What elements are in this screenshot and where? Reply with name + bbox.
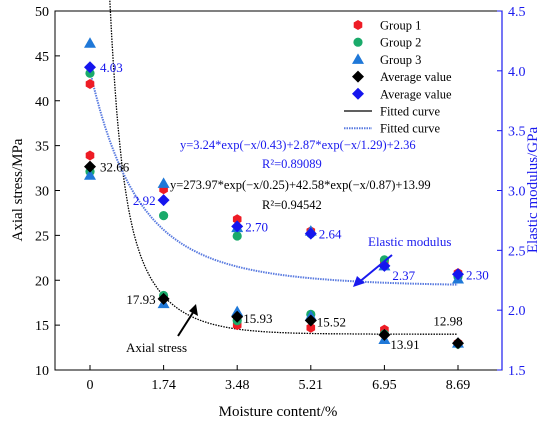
x-tick-label: 8.69 xyxy=(446,378,471,393)
modulus-arrowhead xyxy=(353,276,365,287)
modulus-group3-marker xyxy=(84,37,96,48)
x-axis-ticks: 0 1.74 3.48 5.21 6.95 8.69 xyxy=(87,365,471,393)
legend-diamond-swatch xyxy=(352,70,364,83)
modulus-average-marker xyxy=(157,194,170,207)
modulus-average-label: 2.64 xyxy=(319,227,342,242)
modulus-average-label: 2.37 xyxy=(392,268,415,283)
left-axis-title: Axial stress/MPa xyxy=(10,138,26,241)
left-tick-label: 45 xyxy=(35,50,49,65)
legend-label: Group 3 xyxy=(380,53,421,67)
stress-average-marker xyxy=(157,292,170,305)
modulus-fitted-curve xyxy=(89,70,458,286)
fitted-curves xyxy=(89,0,458,335)
right-axis-ticks: 1.5 2.0 2.5 3.0 3.5 4.0 4.5 xyxy=(497,5,526,379)
left-axis-ticks: 10 15 20 25 30 35 40 45 50 xyxy=(35,5,60,379)
right-tick-label: 4.0 xyxy=(508,65,526,80)
modulus-average-label: 2.92 xyxy=(133,193,156,208)
legend-hexagon-swatch xyxy=(353,20,363,30)
right-tick-label: 3.0 xyxy=(508,185,526,200)
modulus-average-label: 2.70 xyxy=(245,219,268,234)
stress-average-label: 17.93 xyxy=(126,292,155,307)
legend-label: Group 2 xyxy=(380,36,421,50)
stress-average-label: 13.91 xyxy=(390,337,419,352)
modulus-average-marker xyxy=(231,220,244,233)
x-tick-label: 5.21 xyxy=(299,378,324,393)
modulus-average-label: 4.03 xyxy=(100,60,123,75)
left-tick-label: 25 xyxy=(35,229,49,244)
legend-label: Fitted curve xyxy=(380,105,441,119)
legend-triangle-swatch xyxy=(352,53,364,64)
stress-fit-r2: R²=0.94542 xyxy=(262,198,322,212)
x-tick-label: 3.48 xyxy=(225,378,250,393)
modulus-annotation-arrow xyxy=(357,254,393,284)
stress-fit-equation: y=273.97*exp(−x/0.25)+42.58*exp(−x/0.87)… xyxy=(170,178,431,192)
x-tick-label: 1.74 xyxy=(151,378,176,393)
stress-average-label: 32.66 xyxy=(100,160,130,175)
stress-average-label: 15.93 xyxy=(243,311,272,326)
stress-group3-marker xyxy=(84,169,96,180)
left-tick-label: 15 xyxy=(35,319,49,334)
legend-label: Average value xyxy=(380,70,452,84)
modulus-average-marker xyxy=(84,61,96,74)
stress-average-label: 12.98 xyxy=(433,313,462,328)
legend-diamond-swatch xyxy=(352,87,364,100)
modulus-annotation: Elastic modulus xyxy=(368,234,451,249)
legend-label: Fitted curve xyxy=(380,122,441,136)
modulus-average-marker xyxy=(452,268,464,281)
x-tick-label: 0 xyxy=(87,378,94,393)
legend-circle-swatch xyxy=(353,37,363,47)
left-tick-label: 40 xyxy=(35,95,49,110)
modulus-group2-marker xyxy=(232,231,242,241)
x-tick-label: 6.95 xyxy=(372,378,397,393)
stress-average-marker xyxy=(231,310,244,323)
stress-average-marker xyxy=(84,160,96,173)
left-tick-label: 10 xyxy=(35,364,49,379)
left-tick-label: 50 xyxy=(35,5,49,20)
modulus-group1-marker xyxy=(232,214,242,225)
stress-average-marker xyxy=(378,328,391,341)
legend-label: Average value xyxy=(380,87,452,101)
modulus-average-label: 2.30 xyxy=(466,267,489,282)
left-tick-label: 20 xyxy=(35,274,49,289)
stress-annotation-arrow xyxy=(177,310,195,337)
modulus-group1-marker xyxy=(85,79,95,89)
right-tick-label: 2.0 xyxy=(508,304,526,319)
stress-arrowhead xyxy=(189,304,198,316)
data-labels: 32.66 17.93 15.93 15.52 13.91 12.98 4.03 2.92 2.… xyxy=(100,60,489,352)
left-tick-label: 35 xyxy=(35,140,49,155)
stress-group1-marker xyxy=(306,322,316,333)
stress-average-marker xyxy=(304,314,317,327)
modulus-group3-marker xyxy=(157,177,170,188)
left-tick-label: 30 xyxy=(35,185,49,200)
x-axis-title: Moisture content/% xyxy=(219,404,338,420)
modulus-group2-marker xyxy=(159,211,169,221)
modulus-fit-equation: y=3.24*exp(−x/0.43)+2.87*exp(−x/1.29)+2.… xyxy=(180,138,416,152)
modulus-fit-r2: R²=0.89089 xyxy=(262,157,322,171)
right-tick-label: 2.5 xyxy=(508,244,526,259)
right-axis-title: Elastic modulus/GPa xyxy=(525,127,541,254)
stress-annotation: Axial stress xyxy=(126,340,187,355)
modulus-average-marker xyxy=(304,227,317,240)
legend-label: Group 1 xyxy=(380,19,421,33)
legend: Group 1 Group 2 Group 3 Average value Averag… xyxy=(344,19,452,136)
right-tick-label: 4.5 xyxy=(508,5,526,20)
stress-average-marker xyxy=(452,337,464,350)
right-tick-label: 3.5 xyxy=(508,125,526,140)
stress-group1-marker xyxy=(85,150,95,161)
stress-average-label: 15.52 xyxy=(317,314,346,329)
right-tick-label: 1.5 xyxy=(508,364,526,379)
stress-fitted-curve xyxy=(109,0,458,335)
